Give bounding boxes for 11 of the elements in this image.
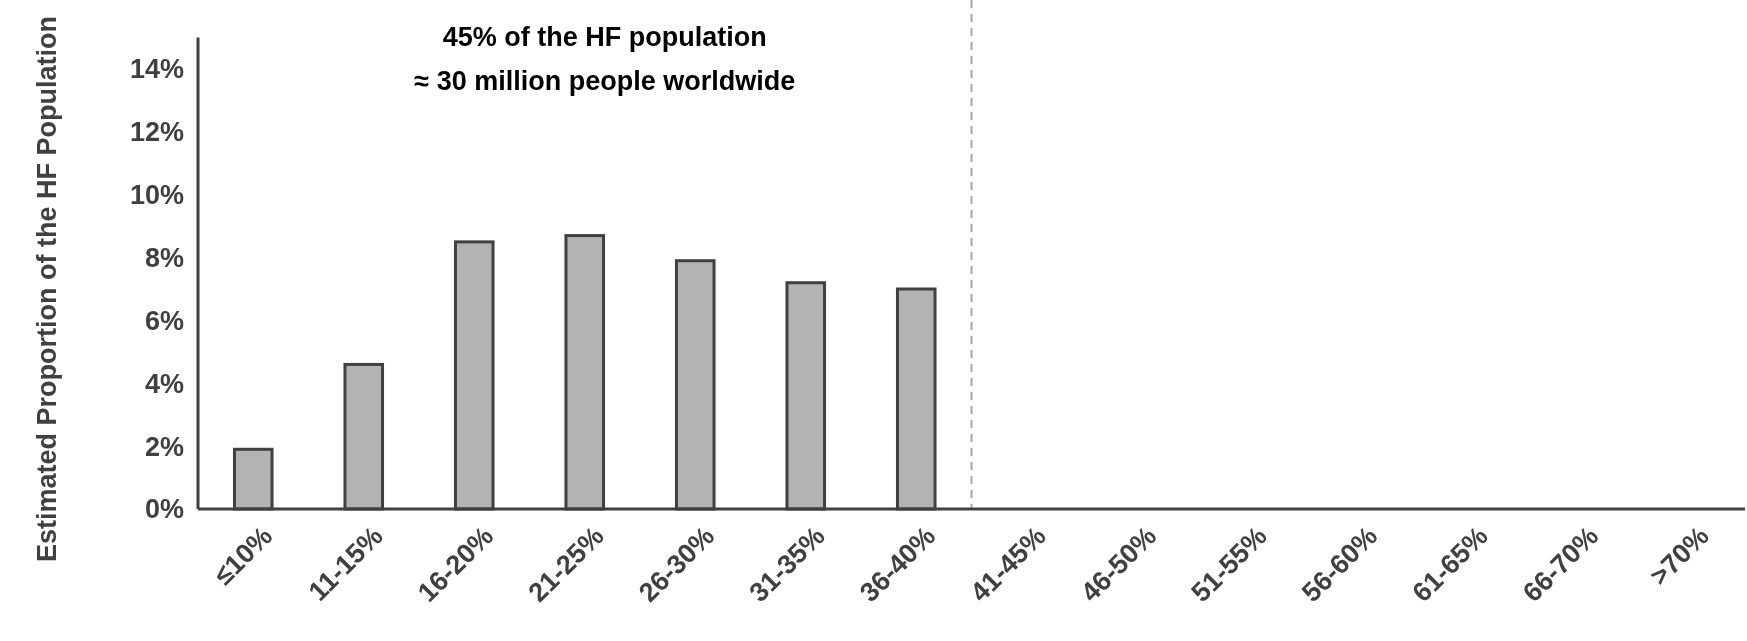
y-tick-label: 0%	[144, 494, 184, 525]
y-tick-label: 12%	[129, 117, 184, 148]
y-tick-label: 2%	[144, 431, 184, 462]
annotation: 45% of the HF population	[442, 22, 767, 52]
y-tick-label: 10%	[129, 180, 184, 211]
annotation: ≈ 30 million people worldwide	[414, 66, 796, 96]
y-axis-title: Estimated Proportion of the HF Population	[32, 16, 62, 562]
y-tick-label: 4%	[144, 368, 184, 399]
y-tick-label: 8%	[144, 243, 184, 274]
y-tick-label: 14%	[129, 54, 184, 85]
y-tick-label: 6%	[144, 305, 184, 336]
